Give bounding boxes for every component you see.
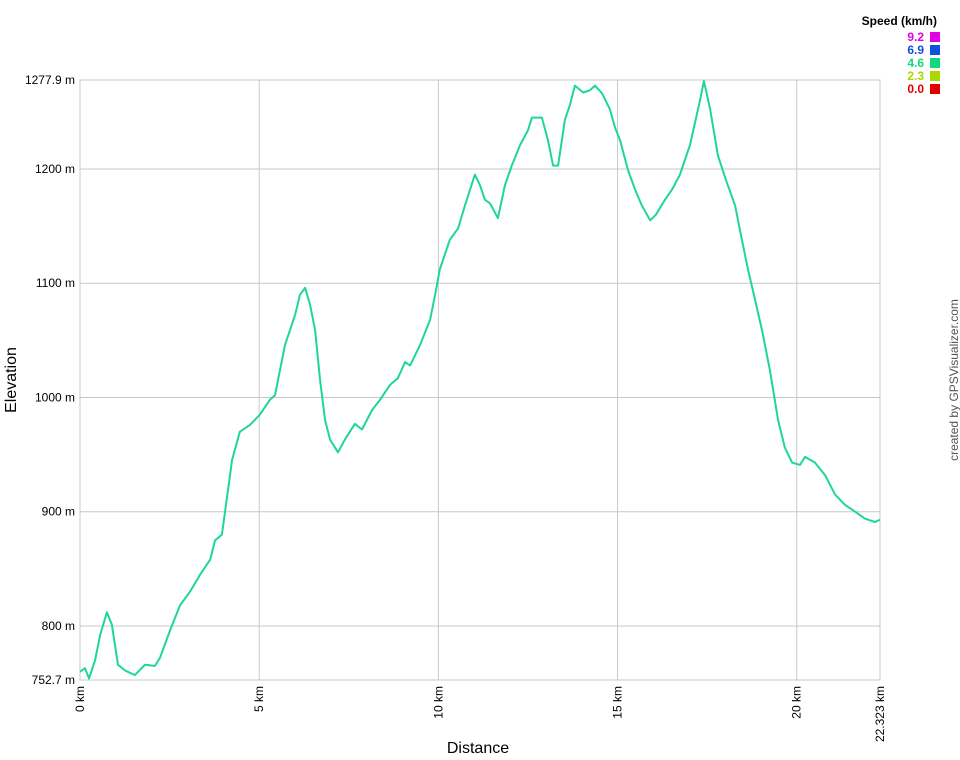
y-tick-label: 1100 m — [36, 276, 75, 290]
legend-label: 6.9 — [907, 43, 924, 57]
plot-area — [79, 79, 881, 681]
legend-label: 4.6 — [907, 56, 924, 70]
y-tick-label: 1000 m — [35, 390, 75, 404]
legend-swatch — [930, 71, 940, 81]
x-tick-label: 20 km — [790, 686, 804, 719]
legend-label: 0.0 — [907, 82, 924, 96]
x-tick-label: 0 km — [73, 686, 87, 712]
x-axis-label: Distance — [447, 740, 509, 757]
legend-swatch — [930, 45, 940, 55]
legend-swatch — [930, 32, 940, 42]
elevation-line — [79, 80, 881, 680]
y-tick-label: 900 m — [42, 505, 75, 519]
y-tick-label: 1200 m — [35, 162, 75, 176]
legend-swatch — [930, 58, 940, 68]
legend-swatch — [930, 84, 940, 94]
y-tick-label: 752.7 m — [32, 673, 75, 687]
y-axis-label: Elevation — [3, 347, 20, 413]
y-tick-label: 800 m — [42, 619, 75, 633]
legend-label: 2.3 — [907, 69, 924, 83]
x-tick-label: 22.323 km — [873, 686, 887, 742]
x-tick-label: 5 km — [252, 686, 266, 712]
legend-label: 9.2 — [907, 30, 924, 44]
x-tick-label: 10 km — [431, 686, 445, 719]
legend-title: Speed (km/h) — [862, 14, 937, 28]
y-tick-label: 1277.9 m — [25, 73, 75, 87]
credit: created by GPSVisualizer.com — [947, 299, 960, 461]
x-tick-label: 15 km — [611, 686, 625, 719]
